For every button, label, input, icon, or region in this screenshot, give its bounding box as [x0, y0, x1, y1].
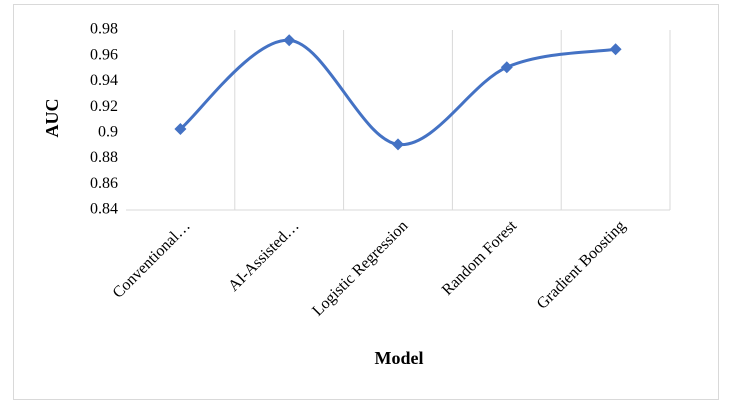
x-tick-label: Gradient Boosting: [534, 217, 629, 312]
x-tick-label: Conventional…: [110, 217, 194, 301]
x-tick-label: AI-Assisted…: [225, 217, 302, 294]
line: [179, 38, 616, 146]
y-axis-title: AUC: [42, 99, 62, 138]
marker: [283, 34, 296, 47]
x-tick-label: Random Forest: [439, 217, 521, 299]
marker: [609, 43, 622, 56]
marker: [392, 138, 404, 151]
x-tick-label: Logistic Regression: [309, 217, 411, 319]
y-tick-label: 0.88: [90, 149, 118, 166]
y-tick-label: 0.9: [98, 124, 118, 141]
y-tick-label: 0.96: [90, 46, 118, 63]
y-tick-label: 0.84: [90, 201, 118, 218]
y-tick-label: 0.98: [90, 21, 118, 38]
y-tick-label: 0.92: [90, 98, 118, 115]
marker: [174, 123, 187, 135]
y-tick-label: 0.94: [90, 72, 118, 89]
y-tick-label: 0.86: [90, 175, 118, 192]
x-axis-title: Model: [375, 348, 424, 368]
marker: [500, 61, 513, 74]
chart-frame: [13, 4, 719, 400]
